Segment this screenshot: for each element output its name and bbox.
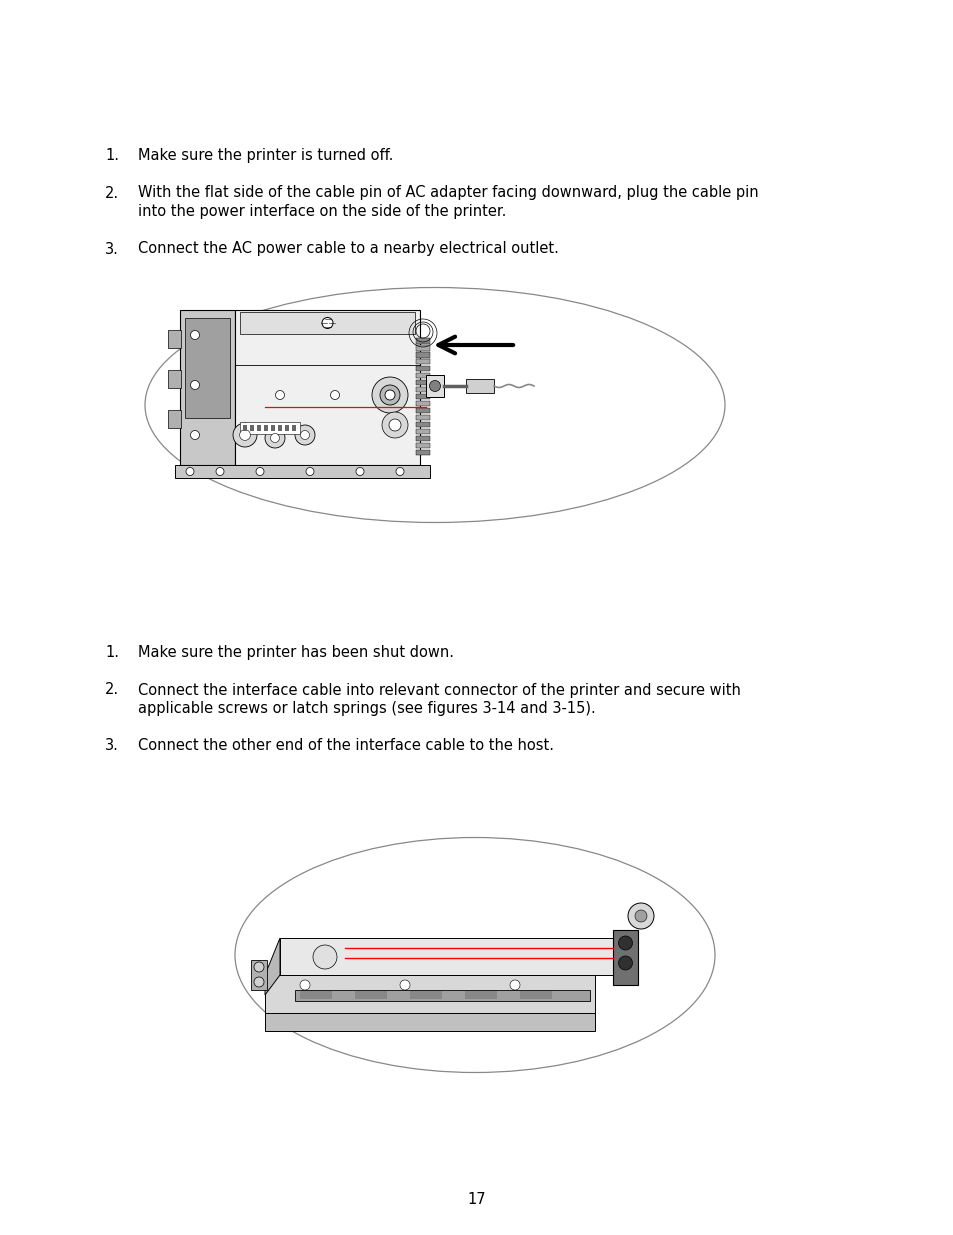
Circle shape — [618, 956, 632, 969]
Text: Connect the AC power cable to a nearby electrical outlet.: Connect the AC power cable to a nearby e… — [138, 242, 558, 257]
Circle shape — [300, 431, 309, 440]
FancyBboxPatch shape — [294, 990, 589, 1002]
Text: With the flat side of the cable pin of AC adapter facing downward, plug the cabl: With the flat side of the cable pin of A… — [138, 185, 758, 200]
FancyBboxPatch shape — [426, 375, 443, 396]
FancyBboxPatch shape — [416, 443, 430, 448]
Circle shape — [627, 903, 654, 929]
Circle shape — [255, 468, 264, 475]
FancyBboxPatch shape — [416, 429, 430, 435]
FancyBboxPatch shape — [168, 370, 181, 388]
Text: 1.: 1. — [105, 645, 119, 659]
FancyBboxPatch shape — [234, 310, 419, 466]
FancyBboxPatch shape — [271, 425, 274, 431]
FancyBboxPatch shape — [410, 992, 441, 999]
FancyBboxPatch shape — [240, 312, 415, 333]
FancyBboxPatch shape — [416, 408, 430, 414]
FancyBboxPatch shape — [285, 425, 289, 431]
Circle shape — [379, 385, 399, 405]
FancyBboxPatch shape — [464, 992, 497, 999]
FancyBboxPatch shape — [416, 380, 430, 385]
Text: Connect the other end of the interface cable to the host.: Connect the other end of the interface c… — [138, 739, 554, 753]
Circle shape — [265, 429, 285, 448]
Circle shape — [429, 380, 440, 391]
Circle shape — [355, 468, 364, 475]
Text: 2.: 2. — [105, 683, 119, 698]
Text: 1.: 1. — [105, 148, 119, 163]
FancyBboxPatch shape — [416, 366, 430, 372]
FancyBboxPatch shape — [251, 960, 267, 990]
FancyBboxPatch shape — [416, 352, 430, 357]
FancyBboxPatch shape — [292, 425, 295, 431]
Circle shape — [395, 468, 403, 475]
Circle shape — [635, 910, 646, 923]
Circle shape — [253, 962, 264, 972]
FancyBboxPatch shape — [613, 930, 638, 986]
Circle shape — [299, 981, 310, 990]
Circle shape — [233, 424, 256, 447]
Circle shape — [215, 468, 224, 475]
FancyBboxPatch shape — [180, 310, 234, 466]
Circle shape — [271, 433, 279, 442]
FancyBboxPatch shape — [265, 1013, 595, 1031]
FancyBboxPatch shape — [416, 387, 430, 393]
Circle shape — [381, 412, 408, 438]
Polygon shape — [265, 974, 595, 1013]
Circle shape — [372, 377, 408, 412]
Text: Make sure the printer is turned off.: Make sure the printer is turned off. — [138, 148, 393, 163]
FancyBboxPatch shape — [264, 425, 268, 431]
Circle shape — [294, 425, 314, 445]
FancyBboxPatch shape — [416, 450, 430, 456]
FancyBboxPatch shape — [256, 425, 261, 431]
Text: applicable screws or latch springs (see figures 3-14 and 3-15).: applicable screws or latch springs (see … — [138, 701, 595, 716]
FancyBboxPatch shape — [416, 415, 430, 420]
FancyBboxPatch shape — [416, 436, 430, 441]
Circle shape — [253, 977, 264, 987]
Text: into the power interface on the side of the printer.: into the power interface on the side of … — [138, 204, 506, 219]
Circle shape — [313, 945, 336, 969]
FancyBboxPatch shape — [299, 992, 332, 999]
Polygon shape — [280, 939, 619, 974]
FancyBboxPatch shape — [465, 379, 494, 393]
Circle shape — [186, 468, 193, 475]
Circle shape — [239, 430, 250, 441]
FancyBboxPatch shape — [416, 422, 430, 427]
FancyBboxPatch shape — [243, 425, 247, 431]
Circle shape — [618, 936, 632, 950]
Circle shape — [330, 390, 339, 399]
FancyBboxPatch shape — [277, 425, 282, 431]
Circle shape — [306, 468, 314, 475]
FancyBboxPatch shape — [416, 359, 430, 364]
FancyBboxPatch shape — [168, 330, 181, 348]
Text: 17: 17 — [467, 1193, 486, 1208]
FancyBboxPatch shape — [168, 410, 181, 429]
Polygon shape — [265, 939, 280, 995]
Circle shape — [385, 390, 395, 400]
FancyBboxPatch shape — [416, 401, 430, 406]
FancyBboxPatch shape — [240, 422, 299, 433]
FancyBboxPatch shape — [416, 394, 430, 399]
Text: 2.: 2. — [105, 185, 119, 200]
Circle shape — [322, 317, 333, 329]
Circle shape — [389, 419, 400, 431]
FancyBboxPatch shape — [416, 345, 430, 351]
Circle shape — [191, 331, 199, 340]
Circle shape — [510, 981, 519, 990]
Text: 3.: 3. — [105, 242, 119, 257]
Text: 3.: 3. — [105, 739, 119, 753]
FancyBboxPatch shape — [416, 338, 430, 343]
FancyBboxPatch shape — [416, 373, 430, 378]
FancyBboxPatch shape — [185, 317, 230, 417]
FancyBboxPatch shape — [250, 425, 253, 431]
FancyBboxPatch shape — [174, 466, 430, 478]
Text: Make sure the printer has been shut down.: Make sure the printer has been shut down… — [138, 645, 454, 659]
Circle shape — [399, 981, 410, 990]
Circle shape — [191, 431, 199, 440]
Text: Connect the interface cable into relevant connector of the printer and secure wi: Connect the interface cable into relevan… — [138, 683, 740, 698]
Circle shape — [191, 380, 199, 389]
Circle shape — [275, 390, 284, 399]
FancyBboxPatch shape — [355, 992, 387, 999]
FancyBboxPatch shape — [519, 992, 552, 999]
